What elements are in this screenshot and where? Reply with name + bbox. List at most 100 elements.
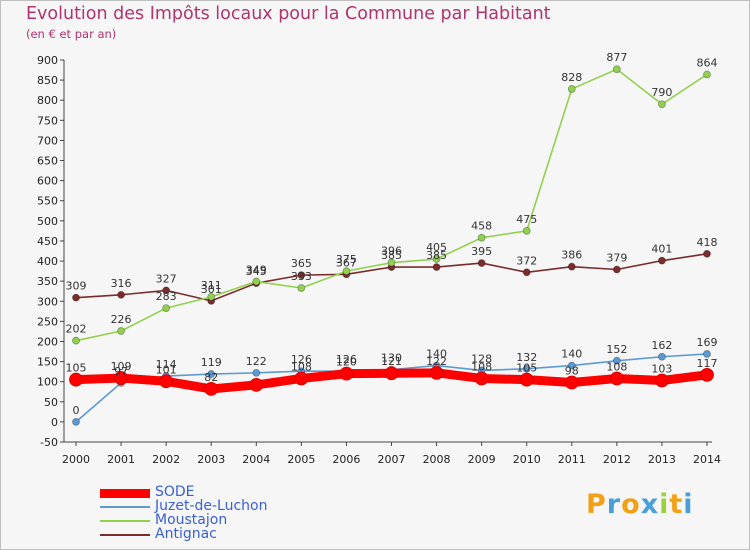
y-tick-label: 750 xyxy=(37,114,58,127)
x-tick-label: 2005 xyxy=(287,453,315,466)
logo-letter: i xyxy=(683,489,694,520)
data-label-moustajon: 458 xyxy=(471,220,492,233)
data-label-juzet-de-luchon: 132 xyxy=(516,351,537,364)
data-label-juzet-de-luchon: 0 xyxy=(73,404,80,417)
data-point-antignac xyxy=(522,268,531,277)
data-label-antignac: 367 xyxy=(336,256,357,269)
data-point-antignac xyxy=(567,262,576,271)
data-label-moustajon: 311 xyxy=(201,279,222,292)
data-label-sode: 103 xyxy=(651,362,672,375)
y-tick-label: 450 xyxy=(37,235,58,248)
data-label-antignac: 365 xyxy=(291,257,312,270)
data-point-moustajon xyxy=(117,327,125,335)
data-label-juzet-de-luchon: 130 xyxy=(381,352,402,365)
data-point-juzet-de-luchon xyxy=(252,368,261,377)
legend-swatch-moustajon xyxy=(100,520,150,522)
x-tick-label: 2013 xyxy=(648,453,676,466)
y-tick-label: 500 xyxy=(37,215,58,228)
data-label-antignac: 401 xyxy=(651,243,672,256)
data-label-moustajon: 375 xyxy=(336,253,357,266)
data-point-juzet-de-luchon xyxy=(658,352,666,361)
data-label-sode: 122 xyxy=(426,355,447,368)
data-point-moustajon xyxy=(432,255,441,263)
data-label-moustajon: 864 xyxy=(697,56,718,69)
data-label-antignac: 395 xyxy=(471,245,492,258)
data-label-juzet-de-luchon: 128 xyxy=(471,352,492,365)
y-tick-label: 0 xyxy=(51,416,58,429)
x-tick-label: 2001 xyxy=(107,453,135,466)
data-point-antignac xyxy=(297,271,306,280)
data-label-antignac: 372 xyxy=(516,254,537,267)
data-label-juzet-de-luchon: 169 xyxy=(697,336,718,349)
data-point-juzet-de-luchon xyxy=(522,364,531,373)
data-point-sode xyxy=(474,371,489,386)
data-point-sode xyxy=(159,374,174,389)
brand-logo: Proxiti xyxy=(586,489,694,520)
x-tick-label: 2006 xyxy=(332,453,360,466)
data-point-sode xyxy=(249,378,264,392)
data-label-moustajon: 475 xyxy=(516,213,537,226)
data-point-moustajon xyxy=(72,336,80,345)
data-label-antignac: 386 xyxy=(561,249,582,262)
x-ticks: 2000 2001 2002 2003 2004 2005 2006 2007 2008 2009… xyxy=(62,442,721,466)
data-point-antignac xyxy=(477,259,486,267)
legend-swatch-antignac xyxy=(100,534,150,536)
data-label-antignac: 418 xyxy=(697,236,718,249)
logo-letter: x xyxy=(640,489,660,520)
x-tick-label: 2007 xyxy=(378,453,406,466)
chart-subtitle: (en € et par an) xyxy=(26,27,117,41)
data-label-moustajon: 877 xyxy=(606,51,627,64)
data-point-sode xyxy=(69,372,83,387)
y-ticks: -50 0 50 100 150 200 250 300 350 400 450 500 550 600 6… xyxy=(37,54,64,449)
x-tick-label: 2000 xyxy=(62,453,90,466)
data-point-sode xyxy=(429,365,444,380)
data-point-antignac xyxy=(117,290,125,299)
data-point-juzet-de-luchon xyxy=(72,417,80,426)
y-tick-label: 900 xyxy=(37,54,58,67)
data-label-moustajon: 349 xyxy=(246,264,267,277)
series-layer xyxy=(69,65,714,426)
data-point-moustajon xyxy=(522,226,531,235)
data-label-antignac: 327 xyxy=(156,272,177,285)
data-label-juzet-de-luchon: 162 xyxy=(651,339,672,352)
data-label-sode: 108 xyxy=(291,360,312,373)
y-tick-label: 350 xyxy=(37,275,58,288)
data-label-moustajon: 828 xyxy=(561,71,582,84)
chart-title: Evolution des Impôts locaux pour la Comm… xyxy=(26,4,551,24)
y-tick-label: 550 xyxy=(37,195,58,208)
x-tick-label: 2004 xyxy=(242,453,270,466)
logo-letter: o xyxy=(621,489,641,520)
data-point-sode xyxy=(700,367,714,382)
data-point-moustajon xyxy=(387,258,396,267)
y-tick-label: 800 xyxy=(37,94,58,107)
data-point-moustajon xyxy=(703,70,711,79)
data-point-juzet-de-luchon xyxy=(612,356,621,365)
data-label-sode: 108 xyxy=(606,360,627,373)
data-label-antignac: 385 xyxy=(426,249,447,262)
x-tick-label: 2008 xyxy=(423,453,451,466)
y-tick-label: 200 xyxy=(37,335,58,348)
data-label-juzet-de-luchon: 122 xyxy=(246,355,267,368)
data-label-juzet-de-luchon: 97 xyxy=(114,365,128,378)
data-label-moustajon: 226 xyxy=(111,313,132,326)
legend-swatch-sode xyxy=(100,489,150,498)
data-label-moustajon: 790 xyxy=(651,86,672,99)
data-label-sode: 108 xyxy=(471,360,492,373)
data-label-antignac: 301 xyxy=(201,283,222,296)
x-tick-label: 2014 xyxy=(693,453,721,466)
data-label-juzet-de-luchon: 119 xyxy=(201,356,222,369)
y-tick-label: 700 xyxy=(37,134,58,147)
data-point-antignac xyxy=(612,265,621,274)
y-tick-label: 50 xyxy=(44,396,58,409)
data-point-moustajon xyxy=(252,277,261,286)
data-label-moustajon: 396 xyxy=(381,245,402,258)
data-point-sode xyxy=(294,371,309,386)
data-label-moustajon: 405 xyxy=(426,241,447,254)
data-point-sode xyxy=(384,366,399,381)
data-label-moustajon: 202 xyxy=(66,323,87,336)
x-tick-label: 2002 xyxy=(152,453,180,466)
data-point-sode xyxy=(114,371,128,385)
y-tick-label: 600 xyxy=(37,175,58,188)
data-point-moustajon xyxy=(342,267,351,276)
